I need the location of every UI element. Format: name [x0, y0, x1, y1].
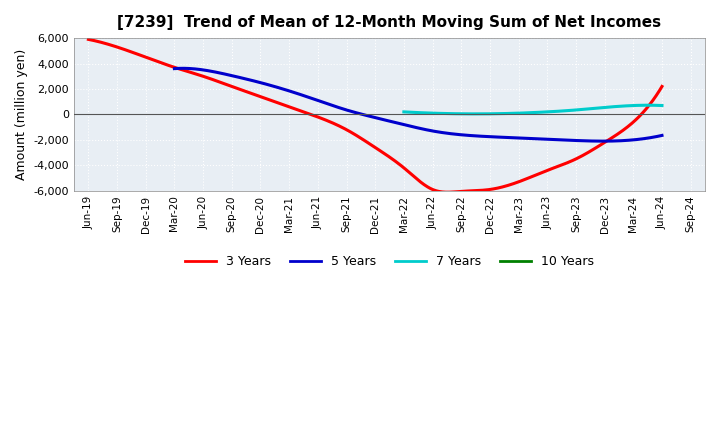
7 Years [540, 110, 549, 115]
5 Years [405, 123, 414, 128]
7 Years [652, 103, 661, 108]
3 Years [443, 190, 451, 195]
3 Years [555, 163, 564, 169]
Line: 3 Years: 3 Years [89, 40, 662, 192]
5 Years [170, 66, 179, 71]
3 Years [356, 136, 365, 141]
5 Years [599, 139, 608, 144]
Line: 5 Years: 5 Years [174, 68, 662, 141]
3 Years [360, 138, 369, 143]
3 Years [426, 186, 434, 191]
5 Years [657, 133, 666, 138]
3 Years [84, 37, 93, 42]
Title: [7239]  Trend of Mean of 12-Month Moving Sum of Net Incomes: [7239] Trend of Mean of 12-Month Moving … [117, 15, 662, 30]
5 Years [435, 129, 444, 135]
7 Years [657, 103, 666, 108]
3 Years [645, 103, 654, 108]
5 Years [179, 66, 187, 71]
5 Years [648, 135, 657, 140]
7 Years [472, 111, 480, 117]
3 Years [657, 84, 666, 89]
5 Years [571, 138, 580, 143]
7 Years [554, 109, 562, 114]
7 Years [524, 110, 533, 115]
5 Years [402, 123, 411, 128]
7 Years [400, 109, 408, 114]
Y-axis label: Amount (million yen): Amount (million yen) [15, 49, 28, 180]
7 Years [611, 104, 620, 109]
Legend: 3 Years, 5 Years, 7 Years, 10 Years: 3 Years, 5 Years, 7 Years, 10 Years [180, 250, 599, 273]
7 Years [523, 110, 531, 115]
5 Years [462, 132, 470, 138]
3 Years [395, 161, 403, 166]
Line: 7 Years: 7 Years [404, 105, 662, 114]
7 Years [644, 103, 652, 108]
